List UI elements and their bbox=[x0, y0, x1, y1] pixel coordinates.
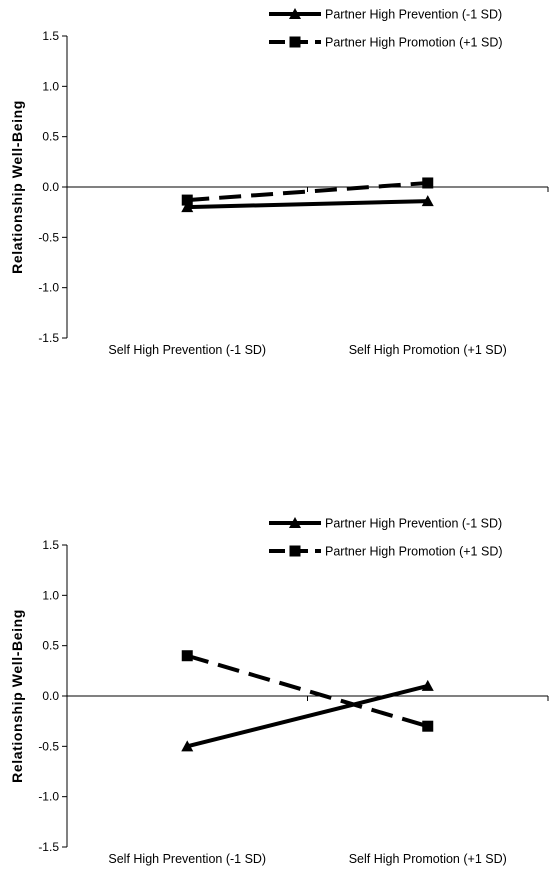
chart0-series-line bbox=[187, 180, 428, 203]
chart1-category-label: Self High Promotion (+1 SD) bbox=[349, 852, 507, 866]
chart0-y-tick-label: -0.5 bbox=[38, 230, 59, 244]
chart0-data-point bbox=[421, 195, 434, 207]
chart1-series-line bbox=[186, 653, 429, 729]
chart1-legend-item: Partner High Promotion (+1 SD) bbox=[269, 545, 503, 559]
chart0-series-1 bbox=[181, 177, 434, 206]
chart1-series-1 bbox=[181, 650, 434, 732]
chart0-legend-label: Partner High Prevention (-1 SD) bbox=[325, 8, 502, 22]
chart1-series-0 bbox=[181, 679, 434, 752]
chart-top-svg: 1.5 1.0 0.5 0.0 -0.5 -1.0 -1.5 Self High Preven… bbox=[9, 8, 549, 357]
chart1-y-tick-label: -1.0 bbox=[38, 790, 59, 804]
chart0-y-tick-label: -1.5 bbox=[38, 331, 59, 345]
chart0-legend-marker bbox=[289, 8, 301, 19]
chart0-category-label: Self High Prevention (-1 SD) bbox=[108, 343, 266, 357]
chart1-legend-marker bbox=[289, 517, 301, 528]
chart0-y-tick-label: -1.0 bbox=[38, 281, 59, 295]
chart0-y-axis-label: Relationship Well-Being bbox=[9, 100, 25, 274]
chart1-data-point bbox=[181, 650, 193, 662]
chart0-y-tick-label: 1.5 bbox=[42, 29, 59, 43]
chart-top: 1.5 1.0 0.5 0.0 -0.5 -1.0 -1.5 Self High Preven… bbox=[0, 0, 560, 360]
chart0-y-tick-label: 0.5 bbox=[42, 130, 59, 144]
chart0-y-tick-label: 0.0 bbox=[42, 180, 59, 194]
chart1-y-tick-label: -0.5 bbox=[38, 739, 59, 753]
chart0-data-point bbox=[181, 201, 194, 213]
chart1-y-tick-label: 0.0 bbox=[42, 689, 59, 703]
chart0-series-line bbox=[187, 199, 428, 210]
chart-bottom: 1.5 1.0 0.5 0.0 -0.5 -1.0 -1.5 Self High Preven… bbox=[0, 509, 560, 869]
chart0-category-label: Self High Promotion (+1 SD) bbox=[349, 343, 507, 357]
chart1-data-point bbox=[421, 679, 434, 691]
chart0-y-tick-label: 1.0 bbox=[42, 79, 59, 93]
chart0-legend-item: Partner High Promotion (+1 SD) bbox=[269, 36, 503, 50]
chart1-data-point bbox=[422, 720, 434, 732]
chart0-series-0 bbox=[181, 195, 434, 213]
chart0-data-point bbox=[422, 177, 434, 189]
chart1-y-axis-label: Relationship Well-Being bbox=[9, 609, 25, 783]
chart-bottom-svg: 1.5 1.0 0.5 0.0 -0.5 -1.0 -1.5 Self High Preven… bbox=[9, 517, 549, 866]
chart1-y-tick-label: 1.5 bbox=[42, 538, 59, 552]
chart1-y-tick-label: 0.5 bbox=[42, 639, 59, 653]
chart1-y-tick-label: -1.5 bbox=[38, 840, 59, 854]
chart1-data-point bbox=[181, 740, 194, 752]
chart0-legend-label: Partner High Promotion (+1 SD) bbox=[325, 36, 503, 50]
chart0-legend-item: Partner High Prevention (-1 SD) bbox=[269, 8, 502, 22]
chart0-legend-marker bbox=[289, 36, 301, 48]
chart1-series-line bbox=[186, 683, 429, 749]
chart1-legend-label: Partner High Promotion (+1 SD) bbox=[325, 545, 503, 559]
chart0-data-point bbox=[181, 194, 193, 206]
chart1-legend-label: Partner High Prevention (-1 SD) bbox=[325, 517, 502, 531]
chart1-legend-item: Partner High Prevention (-1 SD) bbox=[269, 517, 502, 531]
chart1-y-tick-label: 1.0 bbox=[42, 588, 59, 602]
chart1-category-label: Self High Prevention (-1 SD) bbox=[108, 852, 266, 866]
chart1-legend-marker bbox=[289, 545, 301, 557]
